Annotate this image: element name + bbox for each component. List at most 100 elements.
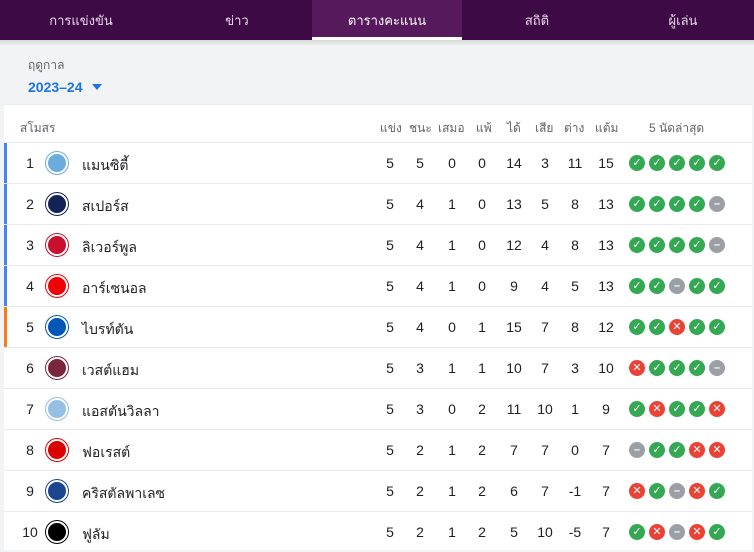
- win-icon[interactable]: ✓: [629, 196, 645, 212]
- win-icon[interactable]: ✓: [669, 155, 685, 171]
- win-icon[interactable]: ✓: [649, 237, 665, 253]
- win-icon[interactable]: ✓: [649, 483, 665, 499]
- header-gd: ต่าง: [564, 121, 585, 135]
- win-icon[interactable]: ✓: [669, 237, 685, 253]
- loss-icon[interactable]: ✕: [629, 360, 645, 376]
- position: 4: [26, 278, 34, 294]
- win-icon[interactable]: ✓: [669, 360, 685, 376]
- tab-matches[interactable]: การแข่งขัน: [0, 0, 162, 40]
- stat-drawn: 0: [448, 401, 456, 417]
- stat-lost: 0: [478, 155, 486, 171]
- loss-icon[interactable]: ✕: [629, 483, 645, 499]
- stat-gf: 10: [506, 360, 522, 376]
- win-icon[interactable]: ✓: [689, 278, 705, 294]
- win-icon[interactable]: ✓: [669, 401, 685, 417]
- top-navigation: การแข่งขัน ข่าว ตารางคะแนน สถิติ ผู้เล่น: [0, 0, 754, 40]
- draw-icon[interactable]: –: [709, 360, 725, 376]
- win-icon[interactable]: ✓: [629, 524, 645, 540]
- qualification-marker: [4, 471, 7, 511]
- club-name[interactable]: เวสต์แฮม: [82, 362, 140, 378]
- stat-ga: 7: [541, 442, 549, 458]
- win-icon[interactable]: ✓: [669, 196, 685, 212]
- win-icon[interactable]: ✓: [709, 524, 725, 540]
- win-icon[interactable]: ✓: [629, 401, 645, 417]
- win-icon[interactable]: ✓: [649, 155, 665, 171]
- draw-icon[interactable]: –: [709, 196, 725, 212]
- win-icon[interactable]: ✓: [649, 196, 665, 212]
- win-icon[interactable]: ✓: [689, 360, 705, 376]
- win-icon[interactable]: ✓: [629, 278, 645, 294]
- win-icon[interactable]: ✓: [649, 278, 665, 294]
- table-row[interactable]: 3 ลิเวอร์พูล 5 4 1 0 12 4 8 13 ✓ ✓ ✓ ✓ –: [4, 224, 752, 265]
- win-icon[interactable]: ✓: [669, 442, 685, 458]
- table-row[interactable]: 5 ไบรท์ตัน 5 4 0 1 15 7 8 12 ✓ ✓ ✕ ✓ ✓: [4, 306, 752, 347]
- draw-icon[interactable]: –: [669, 483, 685, 499]
- win-icon[interactable]: ✓: [649, 360, 665, 376]
- club-name[interactable]: ฟอเรสต์: [82, 444, 131, 460]
- loss-icon[interactable]: ✕: [649, 401, 665, 417]
- club-name[interactable]: สเปอร์ส: [82, 198, 129, 214]
- win-icon[interactable]: ✓: [629, 237, 645, 253]
- win-icon[interactable]: ✓: [649, 319, 665, 335]
- win-icon[interactable]: ✓: [689, 237, 705, 253]
- win-icon[interactable]: ✓: [689, 155, 705, 171]
- win-icon[interactable]: ✓: [629, 319, 645, 335]
- table-row[interactable]: 10 ฟูลัม 5 2 1 2 5 10 -5 7 ✓ ✕ – ✕ ✓: [4, 511, 752, 552]
- stat-pts: 7: [602, 524, 610, 540]
- draw-icon[interactable]: –: [709, 237, 725, 253]
- club-name[interactable]: แอสตันวิลลา: [82, 403, 160, 419]
- draw-icon[interactable]: –: [629, 442, 645, 458]
- club-name[interactable]: อาร์เซนอล: [82, 280, 147, 296]
- stat-ga: 7: [541, 319, 549, 335]
- club-name[interactable]: คริสตัลพาเลซ: [82, 485, 166, 501]
- stat-drawn: 1: [448, 196, 456, 212]
- draw-icon[interactable]: –: [669, 524, 685, 540]
- stat-drawn: 1: [448, 237, 456, 253]
- season-dropdown[interactable]: 2023–24: [28, 79, 102, 95]
- table-row[interactable]: 9 คริสตัลพาเลซ 5 2 1 2 6 7 -1 7 ✕ ✓ – ✕ ✓: [4, 470, 752, 511]
- win-icon[interactable]: ✓: [689, 401, 705, 417]
- win-icon[interactable]: ✓: [629, 155, 645, 171]
- table-row[interactable]: 8 ฟอเรสต์ 5 2 1 2 7 7 0 7– ✓ ✓ ✕ ✕: [4, 429, 752, 470]
- loss-icon[interactable]: ✕: [689, 524, 705, 540]
- table-row[interactable]: 6 เวสต์แฮม 5 3 1 1 10 7 3 10 ✕ ✓ ✓ ✓ –: [4, 347, 752, 388]
- table-row[interactable]: 2 สเปอร์ส 5 4 1 0 13 5 8 13 ✓ ✓ ✓ ✓ –: [4, 183, 752, 224]
- win-icon[interactable]: ✓: [649, 442, 665, 458]
- club-name[interactable]: ไบรท์ตัน: [82, 321, 134, 337]
- stat-drawn: 0: [448, 155, 456, 171]
- aston-villa-crest-icon: [46, 398, 68, 420]
- loss-icon[interactable]: ✕: [669, 319, 685, 335]
- stat-pts: 13: [598, 237, 614, 253]
- stat-gf: 7: [510, 442, 518, 458]
- stat-won: 2: [416, 524, 424, 540]
- table-row[interactable]: 1 แมนซิตี้ 5 5 0 0 14 3 11 15 ✓ ✓ ✓ ✓ ✓: [4, 142, 752, 183]
- win-icon[interactable]: ✓: [689, 319, 705, 335]
- win-icon[interactable]: ✓: [709, 155, 725, 171]
- tab-standings[interactable]: ตารางคะแนน: [312, 0, 462, 40]
- stat-won: 4: [416, 319, 424, 335]
- loss-icon[interactable]: ✕: [709, 401, 725, 417]
- loss-icon[interactable]: ✕: [689, 442, 705, 458]
- tab-players[interactable]: ผู้เล่น: [612, 0, 754, 40]
- stat-gd: 3: [571, 360, 579, 376]
- win-icon[interactable]: ✓: [709, 278, 725, 294]
- club-name[interactable]: แมนซิตี้: [82, 157, 129, 173]
- club-name[interactable]: ลิเวอร์พูล: [82, 239, 137, 255]
- stat-gf: 6: [510, 483, 518, 499]
- win-icon[interactable]: ✓: [709, 483, 725, 499]
- loss-icon[interactable]: ✕: [649, 524, 665, 540]
- tab-news[interactable]: ข่าว: [162, 0, 312, 40]
- draw-icon[interactable]: –: [669, 278, 685, 294]
- tab-stats[interactable]: สถิติ: [462, 0, 612, 40]
- loss-icon[interactable]: ✕: [709, 442, 725, 458]
- recent-form: ✓ ✓ ✓ ✓ ✓: [629, 155, 725, 171]
- win-icon[interactable]: ✓: [689, 196, 705, 212]
- table-row[interactable]: 7 แอสตันวิลลา 5 3 0 2 11 10 1 9 ✓ ✕ ✓ ✓ ✕: [4, 388, 752, 429]
- loss-icon[interactable]: ✕: [689, 483, 705, 499]
- win-icon[interactable]: ✓: [709, 319, 725, 335]
- table-row[interactable]: 4 อาร์เซนอล 5 4 1 0 9 4 5 13 ✓ ✓ – ✓ ✓: [4, 265, 752, 306]
- position: 1: [26, 155, 34, 171]
- club-name[interactable]: ฟูลัม: [82, 526, 110, 542]
- stat-played: 5: [386, 401, 394, 417]
- tab-label: ตารางคะแนน: [347, 12, 427, 28]
